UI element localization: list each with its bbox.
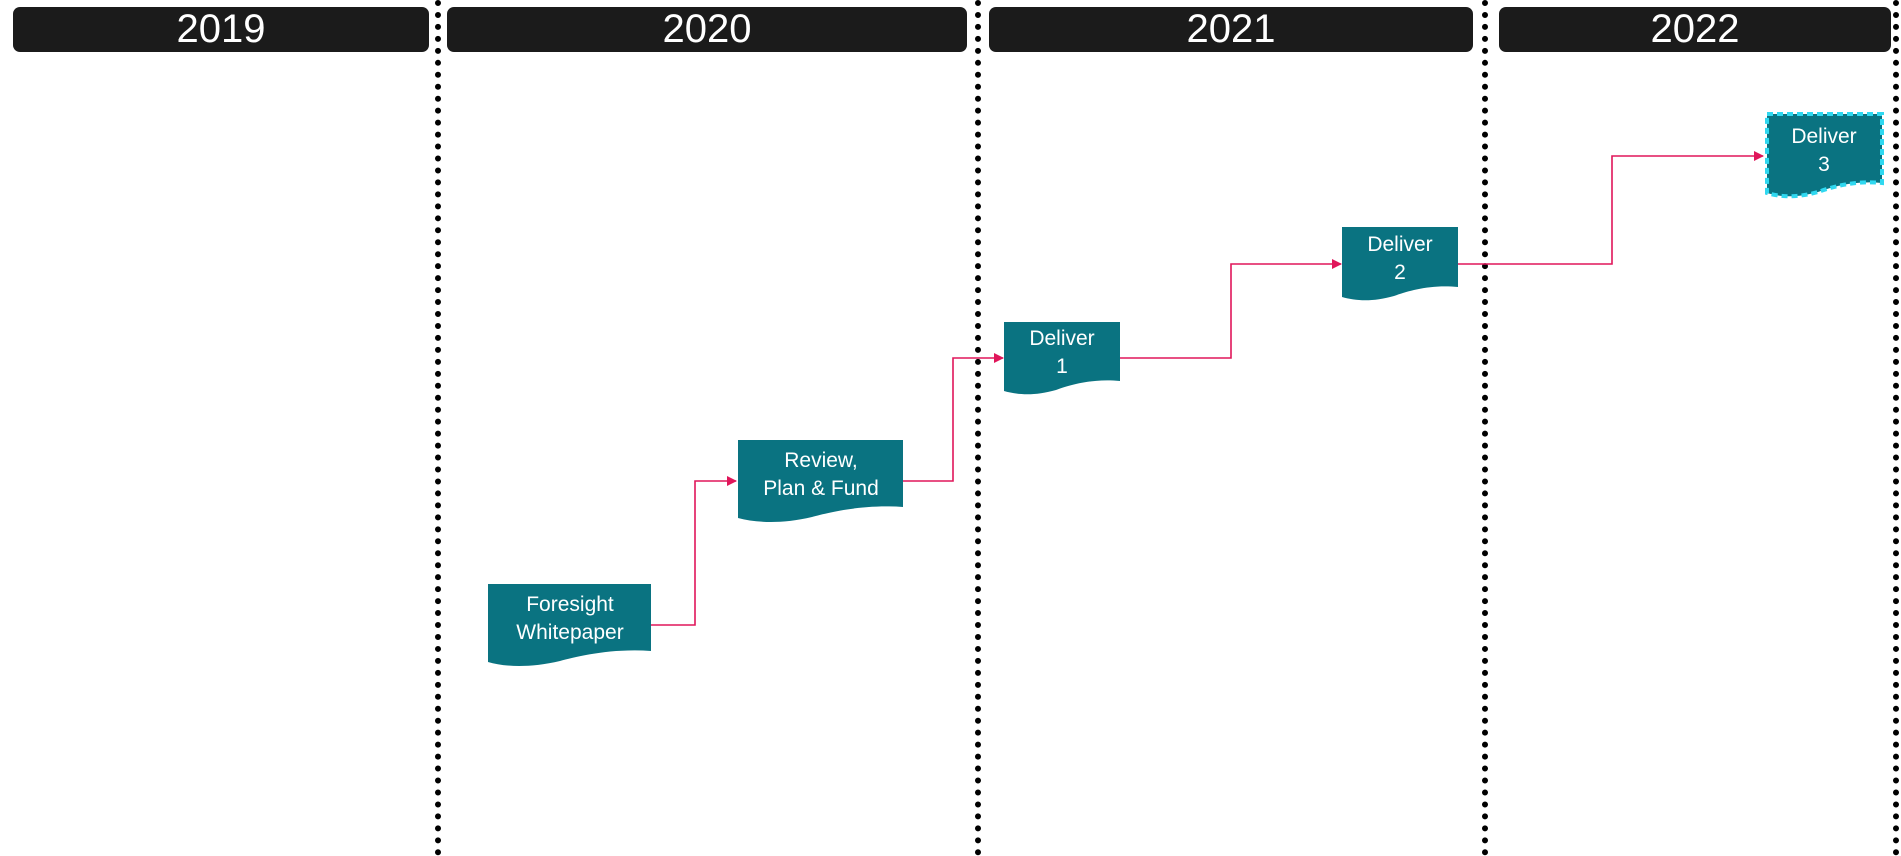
node-label-line: 3 (1818, 153, 1830, 176)
node-label-line: Review, (784, 449, 858, 472)
year-header-2019: 2019 (13, 7, 429, 52)
connector-review-to-deliver1 (903, 353, 1004, 482)
node-label-line: 2 (1394, 261, 1406, 284)
node-label-line: Foresight (526, 593, 614, 616)
connector-whitepaper-to-review (651, 476, 737, 626)
node-label-line: Deliver (1367, 233, 1433, 256)
node-deliver-1-shape[interactable] (1004, 322, 1120, 395)
node-review-plan-fund-label: Review, Plan & Fund (763, 447, 879, 503)
node-review-plan-fund-shape[interactable] (738, 440, 903, 522)
year-divider (975, 0, 981, 856)
year-header-2020: 2020 (447, 7, 967, 52)
year-divider (1893, 0, 1899, 856)
node-deliver-3-label: Deliver 3 (1791, 123, 1856, 179)
node-foresight-whitepaper-shape[interactable] (488, 584, 651, 666)
connector-deliver1-to-deliver2 (1120, 259, 1342, 359)
year-header-2022: 2022 (1499, 7, 1891, 52)
node-deliver-1-label: Deliver 1 (1029, 325, 1094, 381)
node-label-line: Whitepaper (516, 621, 624, 644)
year-divider (435, 0, 441, 856)
node-deliver-2-shape[interactable] (1342, 227, 1458, 301)
node-label-line: Plan & Fund (763, 477, 879, 500)
year-header-2021: 2021 (989, 7, 1473, 52)
node-deliver-2-label: Deliver 2 (1367, 231, 1432, 287)
node-label-line: 1 (1056, 355, 1068, 378)
node-label-line: Deliver (1029, 327, 1095, 350)
node-deliver-3-shape[interactable] (1765, 112, 1884, 199)
year-divider (1482, 0, 1488, 856)
node-label-line: Deliver (1791, 125, 1857, 148)
connector-deliver2-to-deliver3 (1458, 151, 1764, 265)
node-foresight-whitepaper-label: Foresight Whitepaper (516, 591, 623, 647)
